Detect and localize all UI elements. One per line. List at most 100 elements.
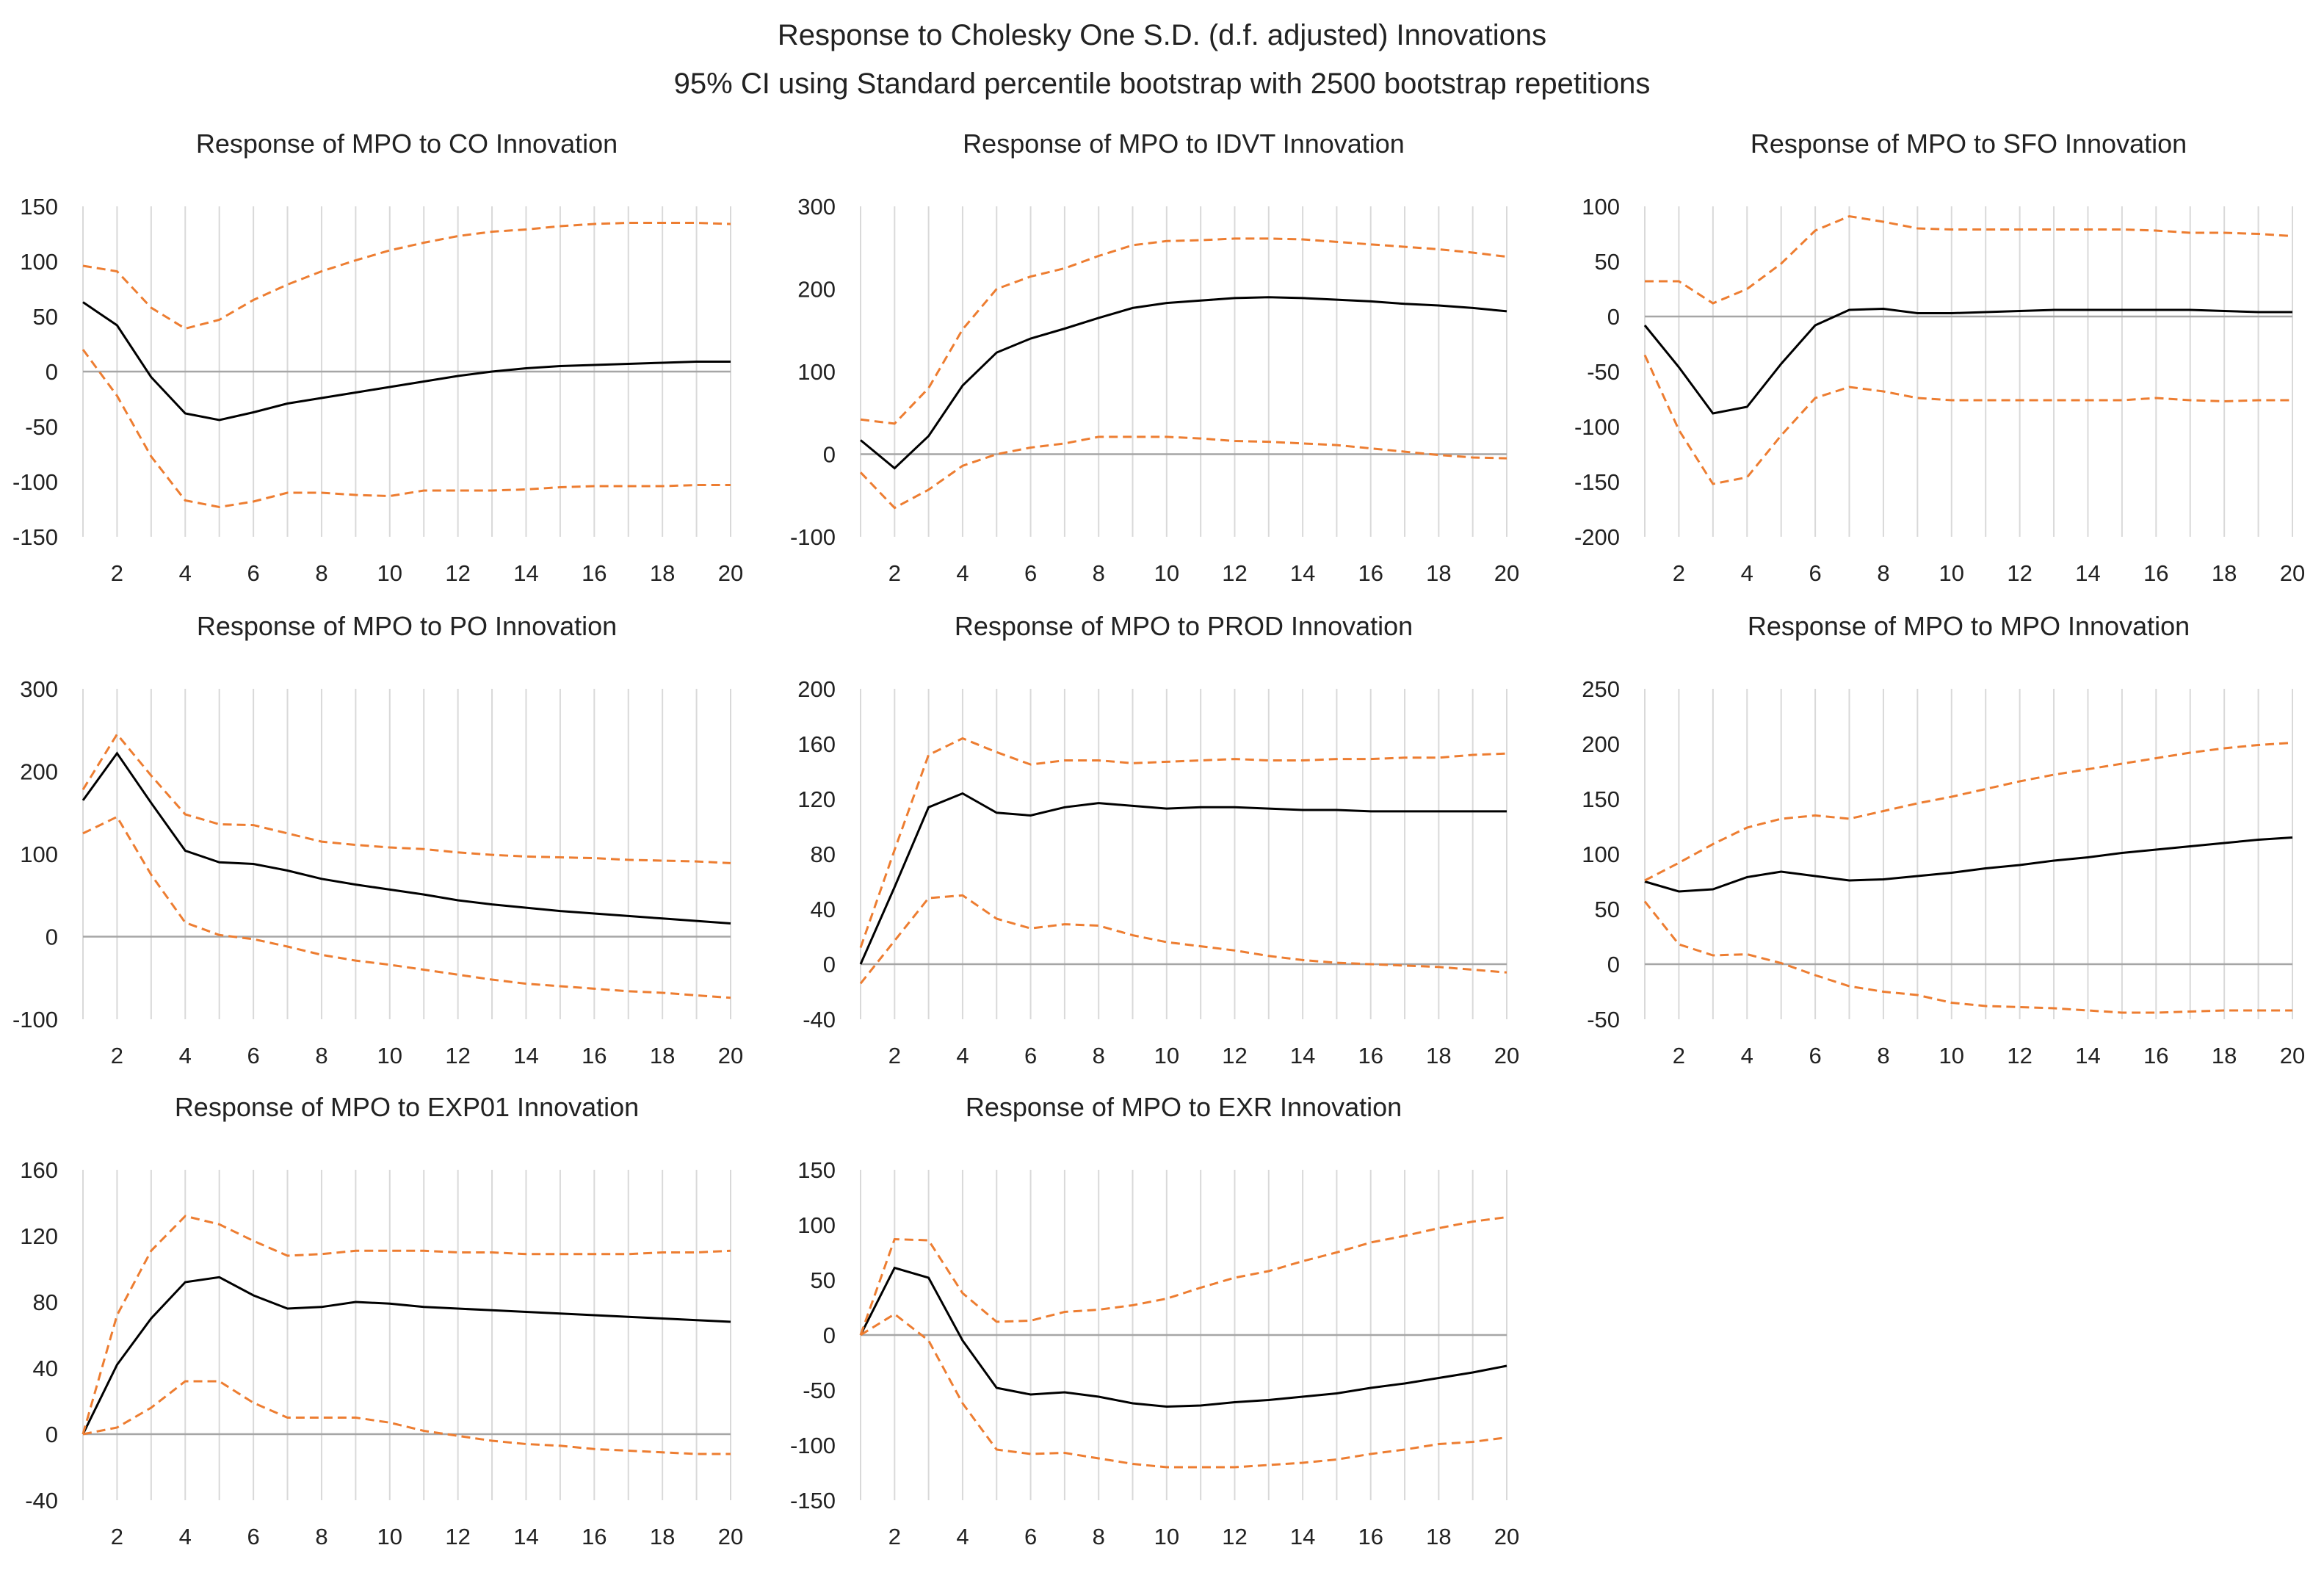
x-tick-label: 6: [247, 1524, 259, 1549]
x-tick-label: 12: [445, 1524, 470, 1549]
y-tick-label: -150: [12, 524, 58, 550]
upper-ci-line: [859, 1216, 1507, 1336]
lower-ci-line: [1643, 354, 2292, 485]
x-tick-label: 18: [1426, 560, 1451, 586]
x-tick-label: 10: [1154, 1043, 1179, 1068]
x-tick-label: 16: [2143, 560, 2168, 586]
y-tick-label: 0: [1607, 952, 1620, 977]
panel-title: Response of MPO to CO Innovation: [196, 129, 618, 159]
x-tick-label: 4: [1741, 1043, 1753, 1068]
panel-idvt: Response of MPO to IDVT Innovation -100 0 1…: [790, 129, 1519, 586]
main-subtitle: 95% CI using Standard percentile bootstr…: [673, 68, 1651, 100]
y-tick-label: -100: [790, 524, 836, 550]
y-tick-label: 120: [20, 1223, 58, 1249]
y-tick-label: 100: [797, 1212, 836, 1238]
y-tick-label: 150: [797, 1157, 836, 1183]
panel-mpo: Response of MPO to MPO Innovation -50 0 50 1…: [1582, 611, 2305, 1068]
lower-ci-line: [859, 894, 1507, 985]
x-tick-label: 14: [513, 1043, 538, 1068]
panel-exr: Response of MPO to EXR Innovation -150 -10…: [790, 1092, 1519, 1549]
x-tick-label: 18: [650, 1043, 675, 1068]
x-tick-label: 16: [582, 1524, 607, 1549]
upper-ci-line: [82, 222, 731, 330]
y-tick-label: 200: [797, 676, 836, 702]
main-title: Response to Cholesky One S.D. (d.f. adju…: [777, 19, 1547, 51]
x-tick-label: 18: [2212, 1043, 2237, 1068]
x-tick-label: 16: [1358, 560, 1383, 586]
x-tick-label: 8: [315, 560, 327, 586]
x-tick-label: 20: [1494, 1043, 1519, 1068]
y-tick-label: 40: [811, 897, 836, 922]
x-tick-label: 4: [179, 1524, 192, 1549]
x-tick-label: 20: [1494, 1524, 1519, 1549]
x-tick-label: 14: [2075, 1043, 2100, 1068]
x-tick-label: 18: [650, 1524, 675, 1549]
x-tick-label: 14: [1290, 1524, 1315, 1549]
x-tick-label: 2: [111, 1043, 123, 1068]
y-tick-label: 100: [1582, 194, 1620, 220]
lower-ci-line: [860, 1312, 1507, 1469]
panel-sfo: Response of MPO to SFO Innovation -200 -15…: [1574, 129, 2305, 586]
x-tick-label: 2: [111, 1524, 123, 1549]
x-tick-label: 12: [445, 1043, 470, 1068]
y-tick-label: 300: [20, 676, 58, 702]
x-tick-label: 8: [1877, 560, 1889, 586]
x-tick-label: 16: [582, 1043, 607, 1068]
upper-ci-line: [82, 1215, 731, 1435]
panel-title: Response of MPO to IDVT Innovation: [963, 129, 1405, 159]
y-tick-label: 0: [1607, 304, 1620, 330]
y-tick-label: 0: [46, 925, 58, 950]
x-tick-label: 2: [1673, 560, 1685, 586]
panel-exp01: Response of MPO to EXP01 Innovation -40 0 4…: [20, 1092, 743, 1549]
x-tick-label: 10: [1154, 1524, 1179, 1549]
x-tick-label: 8: [1093, 1524, 1105, 1549]
response-line: [1644, 836, 2293, 893]
x-tick-label: 2: [1673, 1043, 1685, 1068]
x-tick-label: 4: [956, 560, 969, 586]
x-tick-label: 20: [718, 560, 743, 586]
x-tick-label: 6: [247, 1043, 259, 1068]
x-tick-label: 4: [179, 560, 192, 586]
y-tick-label: -100: [12, 1007, 58, 1032]
y-tick-label: -100: [790, 1433, 836, 1458]
x-tick-label: 6: [247, 560, 259, 586]
x-tick-label: 18: [1426, 1043, 1451, 1068]
y-tick-label: -50: [803, 1378, 836, 1403]
upper-ci-line: [82, 732, 731, 864]
y-tick-label: 100: [20, 842, 58, 867]
y-tick-label: -200: [1574, 524, 1620, 550]
y-tick-label: 120: [797, 786, 836, 812]
lower-ci-line: [82, 815, 731, 999]
y-tick-label: 200: [797, 277, 836, 303]
x-tick-label: 14: [2075, 560, 2100, 586]
panel-title: Response of MPO to PO Innovation: [197, 611, 617, 641]
x-tick-label: 2: [111, 560, 123, 586]
x-tick-label: 8: [1877, 1043, 1889, 1068]
x-tick-label: 20: [718, 1524, 743, 1549]
upper-ci-line: [860, 237, 1507, 425]
y-tick-label: 40: [33, 1356, 58, 1381]
x-tick-label: 6: [1809, 1043, 1821, 1068]
y-tick-label: -40: [25, 1488, 58, 1513]
panel-title: Response of MPO to EXP01 Innovation: [175, 1092, 639, 1122]
y-tick-label: 0: [823, 442, 836, 468]
x-tick-label: 6: [1024, 1043, 1037, 1068]
x-tick-label: 12: [445, 560, 470, 586]
x-tick-label: 14: [513, 1524, 538, 1549]
upper-ci-line: [1645, 214, 2293, 305]
panel-co: Response of MPO to CO Innovation -150 -100…: [12, 129, 743, 586]
y-tick-label: 250: [1582, 676, 1620, 702]
lower-ci-line: [82, 1380, 731, 1455]
x-tick-label: 16: [582, 560, 607, 586]
panel-title: Response of MPO to SFO Innovation: [1751, 129, 2187, 159]
x-tick-label: 12: [1222, 1524, 1247, 1549]
lower-ci-line: [82, 349, 731, 509]
y-tick-label: -50: [1587, 359, 1620, 385]
y-tick-label: -100: [12, 469, 58, 495]
x-tick-label: 16: [1358, 1524, 1383, 1549]
y-tick-label: -150: [790, 1488, 836, 1513]
x-tick-label: 10: [1154, 560, 1179, 586]
x-tick-label: 6: [1024, 560, 1037, 586]
